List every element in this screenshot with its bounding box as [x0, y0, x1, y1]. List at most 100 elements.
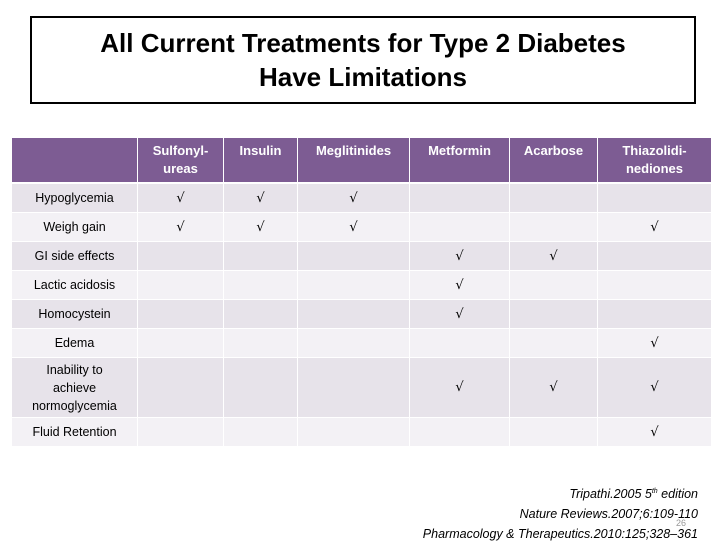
column-header-text: Insulin: [239, 143, 282, 158]
row-label: Lactic acidosis: [12, 271, 138, 300]
page-number: 26: [676, 518, 687, 528]
empty-cell: [510, 271, 598, 300]
row-label-text: achieve: [52, 380, 97, 395]
empty-cell: [410, 213, 510, 242]
empty-cell: [598, 184, 712, 213]
check-mark-icon: √: [256, 190, 265, 206]
column-header-blank: [12, 138, 138, 184]
empty-cell: [138, 300, 224, 329]
row-label: Edema: [12, 329, 138, 358]
column-header-text: Sulfonyl-: [152, 143, 209, 158]
table-row: Weigh gain √ √ √ √: [12, 213, 712, 242]
empty-cell: [224, 300, 298, 329]
column-header: Acarbose: [510, 138, 598, 184]
check-mark-icon: √: [549, 248, 558, 264]
citations: Tripathi.2005 5th edition Nature Reviews…: [423, 482, 698, 544]
empty-cell: [138, 271, 224, 300]
table-row: Lactic acidosis √: [12, 271, 712, 300]
check-mark-icon: √: [650, 219, 659, 235]
table-row: Edema √: [12, 329, 712, 358]
column-header: Insulin: [224, 138, 298, 184]
empty-cell: [298, 358, 410, 418]
check-mark-icon: √: [650, 424, 659, 440]
column-header-text: Thiazolidi-: [622, 143, 687, 158]
table-row: GI side effects √ √: [12, 242, 712, 271]
empty-cell: [298, 418, 410, 447]
check-mark-icon: √: [349, 190, 358, 206]
empty-cell: [510, 329, 598, 358]
check-mark-icon: √: [176, 190, 185, 206]
empty-cell: [510, 418, 598, 447]
table-row: Inability to achieve normoglycemia √ √ √: [12, 358, 712, 418]
check-cell: √: [598, 418, 712, 447]
check-mark-icon: √: [650, 335, 659, 351]
column-header-text: ureas: [163, 161, 198, 176]
empty-cell: [138, 358, 224, 418]
citation-tripathi-sup: th: [651, 488, 658, 495]
empty-cell: [598, 242, 712, 271]
empty-cell: [298, 271, 410, 300]
citation-tripathi: Tripathi.2005 5th edition: [423, 482, 698, 504]
slide-title-line-1: All Current Treatments for Type 2 Diabet…: [100, 28, 626, 58]
column-header: Sulfonyl-ureas: [138, 138, 224, 184]
empty-cell: [410, 329, 510, 358]
treatment-limitations-table: Sulfonyl-ureas Insulin Meglitinides Metform…: [12, 138, 712, 447]
table-row: Homocystein √: [12, 300, 712, 329]
empty-cell: [598, 271, 712, 300]
column-header-text: Meglitinides: [315, 143, 392, 158]
check-cell: √: [598, 213, 712, 242]
column-header: Metformin: [410, 138, 510, 184]
check-cell: √: [298, 213, 410, 242]
empty-cell: [138, 418, 224, 447]
empty-cell: [224, 358, 298, 418]
citation-tripathi-text: Tripathi.2005 5: [569, 487, 652, 502]
row-label-text: GI side effects: [34, 249, 115, 263]
check-cell: √: [598, 358, 712, 418]
row-label: GI side effects: [12, 242, 138, 271]
column-header-text: nediones: [625, 161, 684, 176]
empty-cell: [598, 300, 712, 329]
check-cell: √: [224, 213, 298, 242]
check-cell: √: [598, 329, 712, 358]
empty-cell: [510, 213, 598, 242]
slide-title-line-2: Have Limitations: [258, 62, 468, 92]
citation-pharmacology: Pharmacology & Therapeutics.2010:125;328…: [422, 527, 698, 542]
row-label-text: Inability to: [46, 362, 103, 377]
table-row: Fluid Retention √: [12, 418, 712, 447]
check-cell: √: [510, 242, 598, 271]
check-cell: √: [298, 184, 410, 213]
check-cell: √: [410, 300, 510, 329]
row-label: Hypoglycemia: [12, 184, 138, 213]
row-label: Weigh gain: [12, 213, 138, 242]
empty-cell: [224, 418, 298, 447]
empty-cell: [510, 300, 598, 329]
check-cell: √: [224, 184, 298, 213]
check-mark-icon: √: [256, 219, 265, 235]
empty-cell: [410, 184, 510, 213]
citation-tripathi-edition: edition: [657, 487, 698, 502]
table-row: Hypoglycemia √ √ √: [12, 184, 712, 213]
table-header-row: Sulfonyl-ureas Insulin Meglitinides Metform…: [12, 138, 712, 184]
check-mark-icon: √: [455, 380, 464, 395]
empty-cell: [298, 242, 410, 271]
row-label: Inability to achieve normoglycemia: [12, 358, 138, 418]
row-label-text: Fluid Retention: [32, 425, 117, 439]
check-cell: √: [510, 358, 598, 418]
empty-cell: [224, 329, 298, 358]
row-label-text: Lactic acidosis: [33, 278, 116, 292]
empty-cell: [510, 184, 598, 213]
check-mark-icon: √: [455, 248, 464, 264]
row-label-text: Homocystein: [38, 307, 111, 321]
row-label-text: normoglycemia: [32, 398, 117, 413]
check-cell: √: [410, 271, 510, 300]
empty-cell: [298, 300, 410, 329]
empty-cell: [410, 418, 510, 447]
check-cell: √: [138, 213, 224, 242]
row-label: Fluid Retention: [12, 418, 138, 447]
column-header: Thiazolidi-nediones: [598, 138, 712, 184]
check-cell: √: [410, 242, 510, 271]
column-header-text: Acarbose: [523, 143, 584, 158]
row-label-text: Hypoglycemia: [35, 191, 114, 205]
check-mark-icon: √: [176, 219, 185, 235]
slide-title: All Current Treatments for Type 2 Diabet…: [30, 16, 696, 104]
